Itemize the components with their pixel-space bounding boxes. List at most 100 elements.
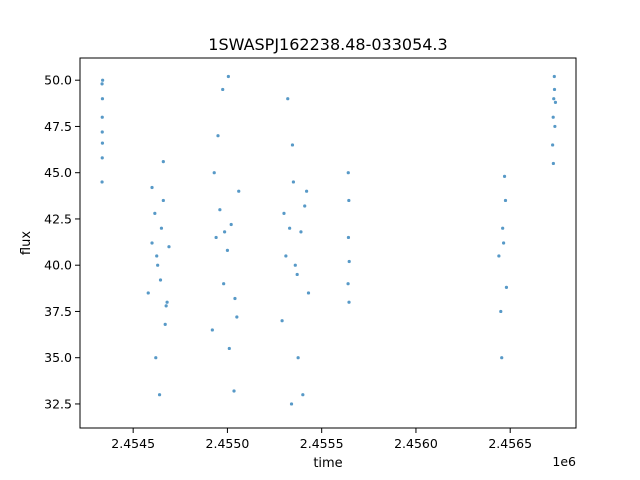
data-point	[553, 124, 557, 129]
data-point	[280, 319, 284, 323]
data-point	[346, 282, 350, 286]
data-point	[226, 74, 230, 79]
data-point	[284, 254, 288, 258]
data-point	[150, 241, 154, 245]
data-point	[346, 171, 350, 175]
y-tick-label: 50.0	[44, 73, 72, 88]
plot-frame	[79, 57, 577, 429]
data-point	[282, 211, 286, 215]
data-point	[296, 356, 300, 360]
y-axis-label: flux	[19, 231, 34, 255]
data-point	[288, 226, 292, 230]
data-point	[150, 185, 154, 190]
data-point	[167, 245, 171, 249]
y-tick-label: 45.0	[44, 165, 72, 180]
data-point	[165, 300, 169, 304]
data-point	[100, 180, 104, 184]
x-tick-label: 2.4550	[206, 436, 250, 451]
x-tick-label: 2.4555	[300, 436, 344, 451]
y-tick-label: 40.0	[44, 258, 72, 273]
data-point	[153, 211, 157, 215]
data-point	[551, 143, 555, 147]
y-axis-ticks: 32.5 35.0 37.5 40.0 42.5 45.0 47.5 50.0	[44, 73, 80, 411]
data-point	[214, 235, 218, 240]
data-point	[218, 208, 222, 212]
data-point	[551, 115, 555, 119]
data-point	[229, 222, 233, 227]
data-point	[161, 198, 165, 203]
data-point	[291, 180, 296, 184]
y-tick-label: 37.5	[44, 304, 72, 319]
data-point	[347, 300, 351, 304]
data-point	[223, 230, 227, 234]
chart-title: 1SWASPJ162238.48-033054.3	[208, 35, 447, 54]
data-point	[100, 115, 104, 119]
data-point	[552, 97, 556, 101]
data-point	[551, 161, 555, 166]
data-point	[158, 278, 163, 282]
data-point	[221, 87, 225, 92]
x-tick-label: 2.4560	[394, 436, 438, 451]
data-point	[157, 393, 162, 397]
data-point	[504, 285, 509, 289]
data-point	[146, 291, 150, 295]
data-point	[216, 134, 220, 138]
data-point	[225, 248, 230, 252]
data-point	[502, 174, 507, 178]
data-point	[163, 322, 167, 326]
data-point	[100, 82, 104, 86]
data-point	[552, 74, 556, 79]
data-point	[237, 189, 241, 193]
data-point	[100, 97, 105, 101]
data-point	[156, 263, 160, 267]
data-points	[100, 74, 558, 406]
y-tick-label: 32.5	[44, 396, 72, 411]
data-point	[306, 291, 311, 295]
data-point	[552, 87, 557, 92]
data-point	[101, 78, 105, 82]
data-point	[500, 356, 504, 360]
data-point	[227, 346, 231, 351]
data-point	[161, 160, 165, 164]
data-point	[553, 100, 558, 104]
data-point	[235, 315, 239, 319]
data-point	[100, 141, 105, 145]
data-point	[100, 156, 104, 160]
data-point	[303, 204, 307, 208]
data-point	[233, 296, 237, 301]
data-point	[210, 328, 214, 332]
data-point	[347, 198, 351, 203]
x-tick-label: 2.4565	[488, 436, 532, 451]
data-point	[301, 393, 305, 397]
y-tick-label: 42.5	[44, 211, 72, 226]
data-point	[346, 235, 351, 240]
data-point	[347, 259, 351, 264]
data-point	[155, 254, 159, 258]
data-point	[289, 402, 294, 406]
data-point	[501, 226, 505, 230]
data-point	[159, 226, 164, 230]
x-axis-label: time	[313, 456, 342, 471]
data-point	[499, 309, 503, 314]
data-point	[503, 198, 508, 203]
data-point	[305, 189, 309, 193]
data-point	[100, 130, 104, 134]
data-point	[222, 282, 226, 286]
data-point	[502, 241, 506, 245]
y-tick-label: 47.5	[44, 119, 72, 134]
x-axis-ticks: 2.4545 2.4550 2.4555 2.4560 2.4565	[111, 428, 532, 451]
data-point	[295, 272, 299, 277]
data-point	[232, 389, 236, 393]
x-axis-offset-label: 1e6	[552, 454, 576, 469]
data-point	[286, 97, 290, 101]
data-point	[299, 230, 303, 234]
data-point	[164, 304, 168, 308]
data-point	[290, 143, 295, 147]
data-point	[293, 263, 297, 267]
data-point	[212, 171, 216, 175]
x-tick-label: 2.4545	[111, 436, 155, 451]
data-point	[497, 254, 501, 258]
y-tick-label: 35.0	[44, 350, 72, 365]
data-point	[154, 356, 158, 360]
